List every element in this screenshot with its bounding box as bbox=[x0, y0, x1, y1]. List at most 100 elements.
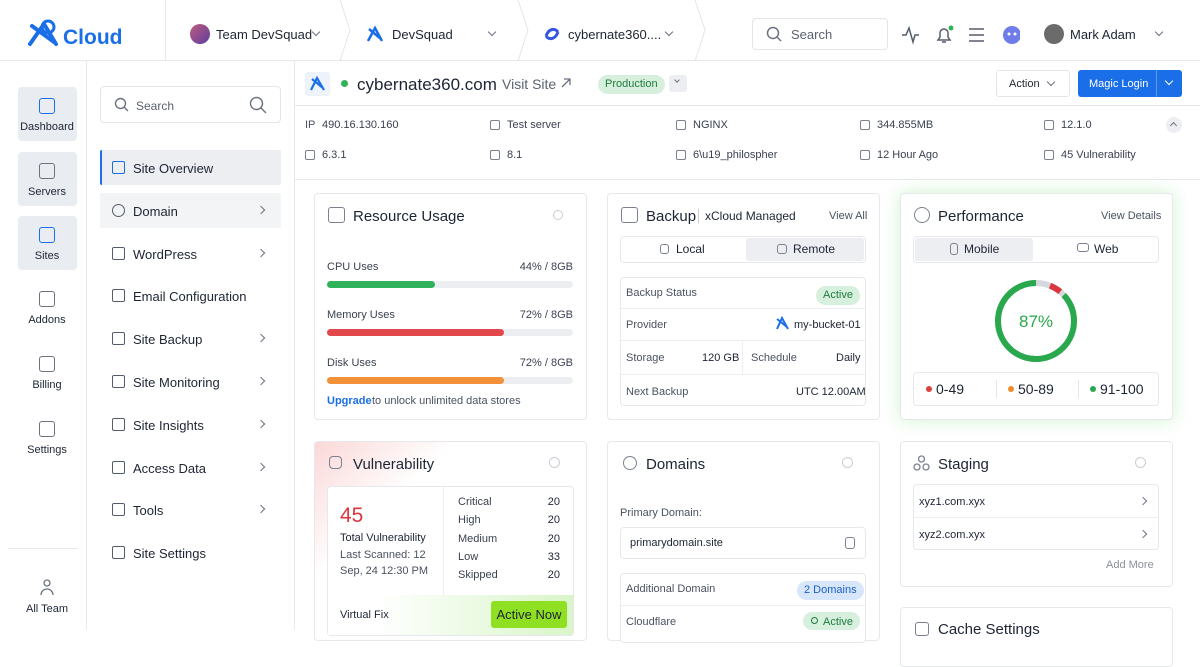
nav-icon bbox=[39, 98, 55, 114]
collapse-button[interactable] bbox=[1166, 117, 1182, 133]
level-name: Low bbox=[458, 550, 479, 563]
divider bbox=[621, 340, 865, 341]
search-box[interactable] bbox=[752, 18, 888, 50]
info-panel bbox=[295, 106, 1200, 180]
tab[interactable]: Local bbox=[676, 242, 705, 256]
info-icon bbox=[490, 120, 500, 130]
top-bar bbox=[0, 0, 1200, 61]
nav-item[interactable]: Settings bbox=[27, 444, 67, 456]
site-name[interactable]: cybernate360.... bbox=[568, 27, 662, 42]
view-details[interactable]: View Details bbox=[1101, 210, 1162, 222]
info-icon bbox=[549, 457, 560, 468]
info-icon bbox=[676, 150, 686, 160]
info-icon bbox=[676, 120, 686, 130]
info-icon bbox=[305, 150, 315, 160]
menu-icon bbox=[112, 246, 125, 260]
add-more[interactable]: Add More bbox=[1106, 559, 1154, 571]
usage-value: 44% / 8GB bbox=[519, 261, 573, 273]
divider bbox=[621, 605, 865, 606]
nav-item[interactable]: Addons bbox=[28, 314, 66, 326]
divider bbox=[443, 487, 444, 595]
nav-item[interactable]: Sites bbox=[34, 250, 60, 262]
tab[interactable]: Web bbox=[1094, 242, 1119, 256]
tab-icon bbox=[1077, 243, 1089, 252]
team-name[interactable]: Team DevSquad bbox=[216, 27, 313, 42]
menu-item[interactable]: Tools bbox=[133, 503, 164, 519]
menu-item[interactable]: WordPress bbox=[133, 246, 198, 262]
legend-dot bbox=[1090, 386, 1096, 392]
card-title: Resource Usage bbox=[353, 208, 465, 225]
level-value: 20 bbox=[547, 496, 560, 508]
visit-site[interactable]: Visit Site bbox=[502, 76, 557, 92]
magic-login-label: Magic Login bbox=[1089, 78, 1149, 90]
all-team[interactable]: All Team bbox=[26, 603, 68, 615]
menu-item-active bbox=[100, 150, 281, 185]
info-icon bbox=[490, 150, 500, 160]
divider bbox=[165, 0, 166, 61]
card-icon bbox=[914, 207, 930, 223]
info-value: 344.855MB bbox=[877, 119, 934, 131]
menu-item[interactable]: Site Overview bbox=[133, 161, 214, 176]
user-name[interactable]: Mark Adam bbox=[1070, 27, 1136, 42]
view-all[interactable]: View All bbox=[829, 210, 868, 222]
action-button[interactable] bbox=[996, 70, 1070, 97]
badge-dropdown[interactable] bbox=[669, 75, 687, 92]
menu-item[interactable]: Domain bbox=[133, 203, 178, 219]
menu-search-placeholder: Search bbox=[136, 99, 175, 113]
active-now-label: Active Now bbox=[496, 607, 562, 622]
menu-item[interactable]: Site Monitoring bbox=[133, 375, 220, 390]
cache-card bbox=[900, 607, 1173, 667]
nav-item[interactable]: Billing bbox=[32, 379, 62, 391]
search-icon bbox=[249, 96, 267, 114]
magic-login-button[interactable] bbox=[1078, 70, 1182, 97]
staging-item[interactable]: xyz2.com.xyx bbox=[919, 529, 986, 541]
card-icon bbox=[623, 456, 637, 470]
usage-value: 72% / 8GB bbox=[519, 357, 573, 369]
menu-search[interactable] bbox=[100, 86, 281, 123]
card-title: Staging bbox=[938, 456, 989, 473]
status-badge: Active bbox=[816, 286, 860, 305]
usage-bar bbox=[327, 377, 505, 384]
menu-icon bbox=[112, 503, 125, 517]
value: my-bucket-01 bbox=[794, 319, 861, 331]
tab-icon bbox=[777, 244, 787, 254]
usage-value: 72% / 8GB bbox=[519, 309, 573, 321]
primary-domain-field[interactable] bbox=[620, 527, 866, 559]
menu-icon bbox=[112, 332, 125, 346]
status-badge bbox=[803, 612, 860, 630]
status-icon bbox=[811, 617, 818, 624]
tab[interactable]: Mobile bbox=[964, 242, 1000, 256]
info-value: 490.16.130.160 bbox=[322, 119, 399, 131]
value: 120 GB bbox=[702, 352, 740, 364]
label: Next Backup bbox=[626, 386, 689, 398]
nav-item-bg bbox=[18, 216, 77, 270]
info-icon bbox=[860, 120, 870, 130]
menu-item[interactable]: Site Insights bbox=[133, 417, 204, 433]
menu-item[interactable]: Site Settings bbox=[133, 546, 206, 562]
menu-item[interactable]: Access Data bbox=[133, 460, 206, 476]
external-icon bbox=[561, 78, 571, 88]
menu-item[interactable]: Site Backup bbox=[133, 332, 203, 348]
label: Backup Status bbox=[626, 287, 697, 299]
breadcrumb-separators bbox=[339, 0, 706, 61]
staging-item[interactable]: xyz1.com.xyx bbox=[919, 496, 986, 508]
upgrade-link[interactable]: Upgrade bbox=[327, 395, 372, 407]
brand: Cloud bbox=[63, 26, 123, 49]
usage-bar bbox=[327, 329, 505, 336]
project-name[interactable]: DevSquad bbox=[392, 27, 453, 42]
nav-item[interactable]: Dashboard bbox=[20, 121, 74, 133]
usage-bar bbox=[327, 281, 436, 288]
info-icon bbox=[1044, 120, 1054, 130]
user-avatar[interactable] bbox=[1044, 24, 1064, 44]
active-now-button[interactable] bbox=[491, 601, 567, 628]
legend-label: 91-100 bbox=[1100, 381, 1144, 397]
nav-item[interactable]: Servers bbox=[28, 186, 66, 198]
usage-label: Memory Uses bbox=[327, 309, 395, 321]
tab[interactable]: Remote bbox=[793, 242, 836, 256]
menu-item[interactable]: Email Configuration bbox=[133, 289, 247, 305]
search-placeholder: Search bbox=[791, 27, 833, 42]
team-avatar bbox=[190, 24, 210, 44]
copy-icon[interactable] bbox=[845, 537, 855, 549]
domains-badge[interactable]: 2 Domains bbox=[797, 581, 864, 600]
card-icon bbox=[328, 207, 345, 223]
